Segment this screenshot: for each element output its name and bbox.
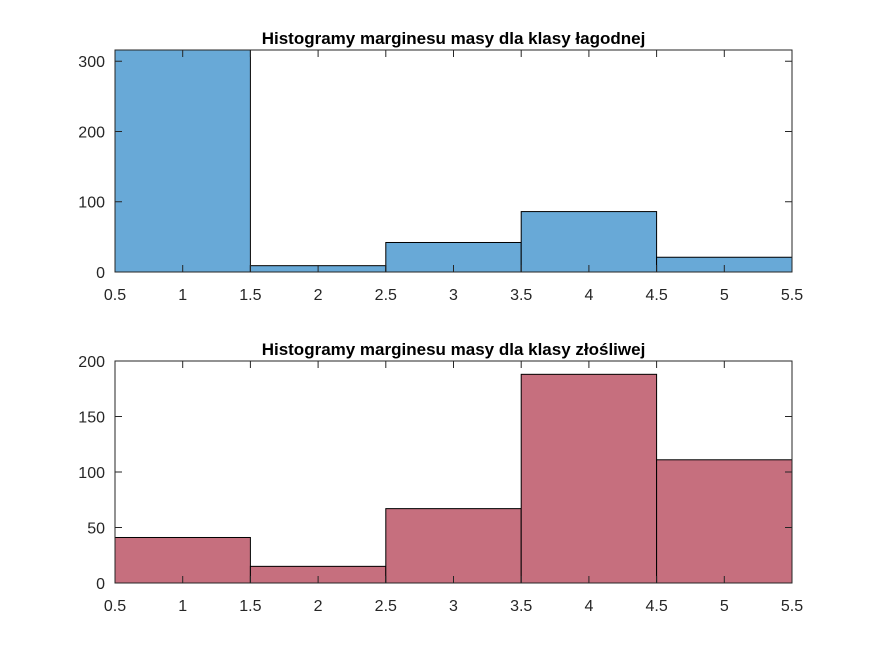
y-tick-label: 200	[78, 354, 105, 371]
y-tick-label: 0	[96, 576, 105, 593]
x-tick-label: 3	[449, 287, 458, 304]
y-tick-label: 0	[96, 265, 105, 282]
histogram-bar	[520, 211, 658, 273]
axes-malignant: 0.5 1 1.5 2 2.5 3 3.5 4 4.5 5 5.5 0 50 100 150 200 Hist…	[78, 340, 803, 615]
y-tick-label: 300	[78, 54, 105, 71]
x-tick-label: 2.5	[375, 287, 397, 304]
x-tick-label: 5.5	[781, 598, 803, 615]
x-tick-label: 5.5	[781, 287, 803, 304]
x-tick-label: 5	[720, 598, 729, 615]
x-tick-label: 4.5	[645, 598, 667, 615]
x-tick-label: 3.5	[510, 598, 532, 615]
ticks-benign: 0.5 1 1.5 2 2.5 3 3.5 4 4.5 5 5.5 0 100 200 300	[78, 50, 803, 304]
chart-title-benign: Histogramy marginesu masy dla klasy łago…	[262, 29, 646, 48]
x-tick-label: 2	[314, 598, 323, 615]
ticks-malignant: 0.5 1 1.5 2 2.5 3 3.5 4 4.5 5 5.5 0 50 100 150 200	[78, 354, 803, 615]
x-tick-label: 3.5	[510, 287, 532, 304]
x-tick-label: 5	[720, 287, 729, 304]
x-tick-label: 2.5	[375, 598, 397, 615]
bars-benign	[114, 49, 793, 273]
histogram-bar	[385, 508, 522, 584]
x-tick-label: 0.5	[104, 287, 126, 304]
x-tick-label: 2	[314, 287, 323, 304]
axes-benign: 0.5 1 1.5 2 2.5 3 3.5 4 4.5 5 5.5 0 100 200 300 Histog…	[78, 29, 803, 304]
y-tick-label: 100	[78, 465, 105, 482]
histogram-bar	[520, 373, 658, 584]
x-tick-label: 1.5	[239, 598, 261, 615]
y-tick-label: 150	[78, 410, 105, 427]
histogram-bar	[114, 49, 251, 273]
y-tick-label: 200	[78, 124, 105, 141]
x-tick-label: 0.5	[104, 598, 126, 615]
y-tick-label: 100	[78, 195, 105, 212]
chart-title-malignant: Histogramy marginesu masy dla klasy złoś…	[262, 340, 646, 359]
x-tick-label: 1	[178, 598, 187, 615]
x-tick-label: 3	[449, 598, 458, 615]
bars-malignant	[114, 373, 793, 584]
x-tick-label: 4	[584, 598, 593, 615]
histogram-bar	[656, 459, 793, 584]
x-tick-label: 1	[178, 287, 187, 304]
x-tick-label: 1.5	[239, 287, 261, 304]
x-tick-label: 4	[584, 287, 593, 304]
y-tick-label: 50	[87, 521, 105, 538]
x-tick-label: 4.5	[645, 287, 667, 304]
histogram-bar	[114, 536, 251, 584]
